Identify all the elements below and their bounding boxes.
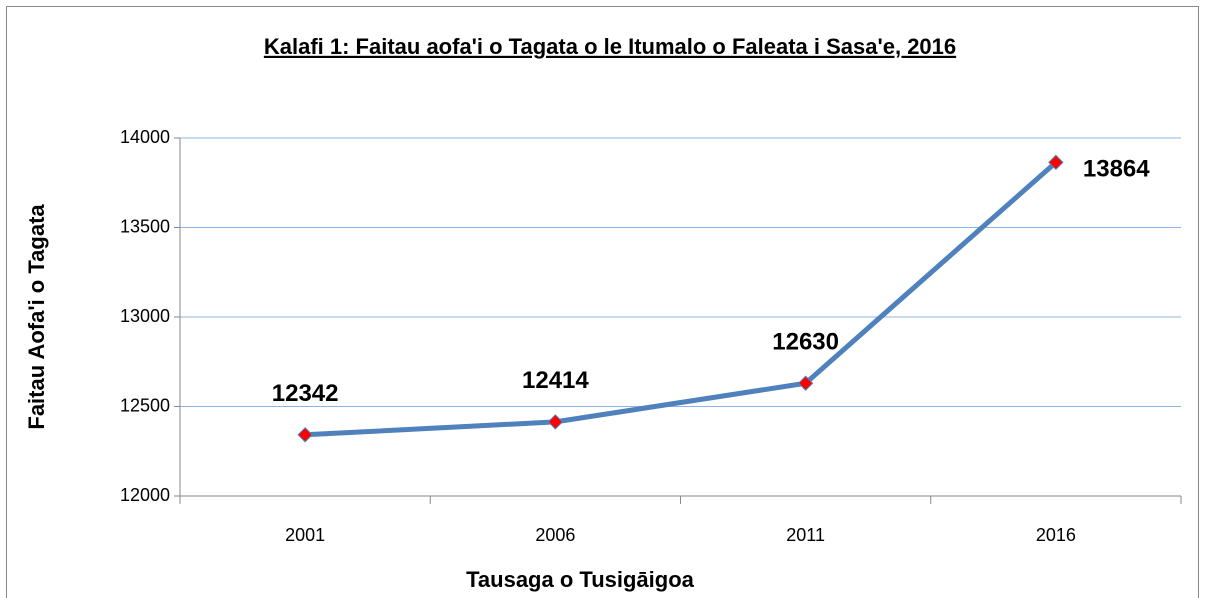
x-tick-label: 2011 (786, 525, 825, 545)
data-label: 12342 (272, 380, 339, 407)
x-tick-label: 2001 (285, 525, 325, 545)
y-axis-title: Faitau Aofa'i o Tagata (24, 204, 49, 430)
chart-title: Kalafi 1: Faitau aofa'i o Tagata o le It… (264, 34, 956, 59)
y-tick-label: 13000 (120, 306, 170, 326)
series-line (304, 160, 1058, 438)
marker (797, 375, 814, 391)
y-tick-label: 12500 (120, 395, 170, 415)
data-label: 12414 (522, 367, 589, 394)
y-tick-label: 14000 (120, 127, 170, 147)
data-label: 13864 (1083, 156, 1150, 183)
y-tick-label: 13500 (120, 216, 170, 236)
y-tick-label: 12000 (120, 485, 170, 505)
marker (297, 427, 313, 443)
x-tick-label: 2006 (535, 525, 575, 545)
marker (1048, 154, 1064, 171)
chart-border (6, 6, 1199, 598)
data-label: 12630 (772, 329, 839, 356)
marker (547, 414, 564, 430)
x-axis-title: Tausaga o Tusigāigoa (466, 567, 695, 592)
x-tick-label: 2016 (1036, 525, 1076, 545)
